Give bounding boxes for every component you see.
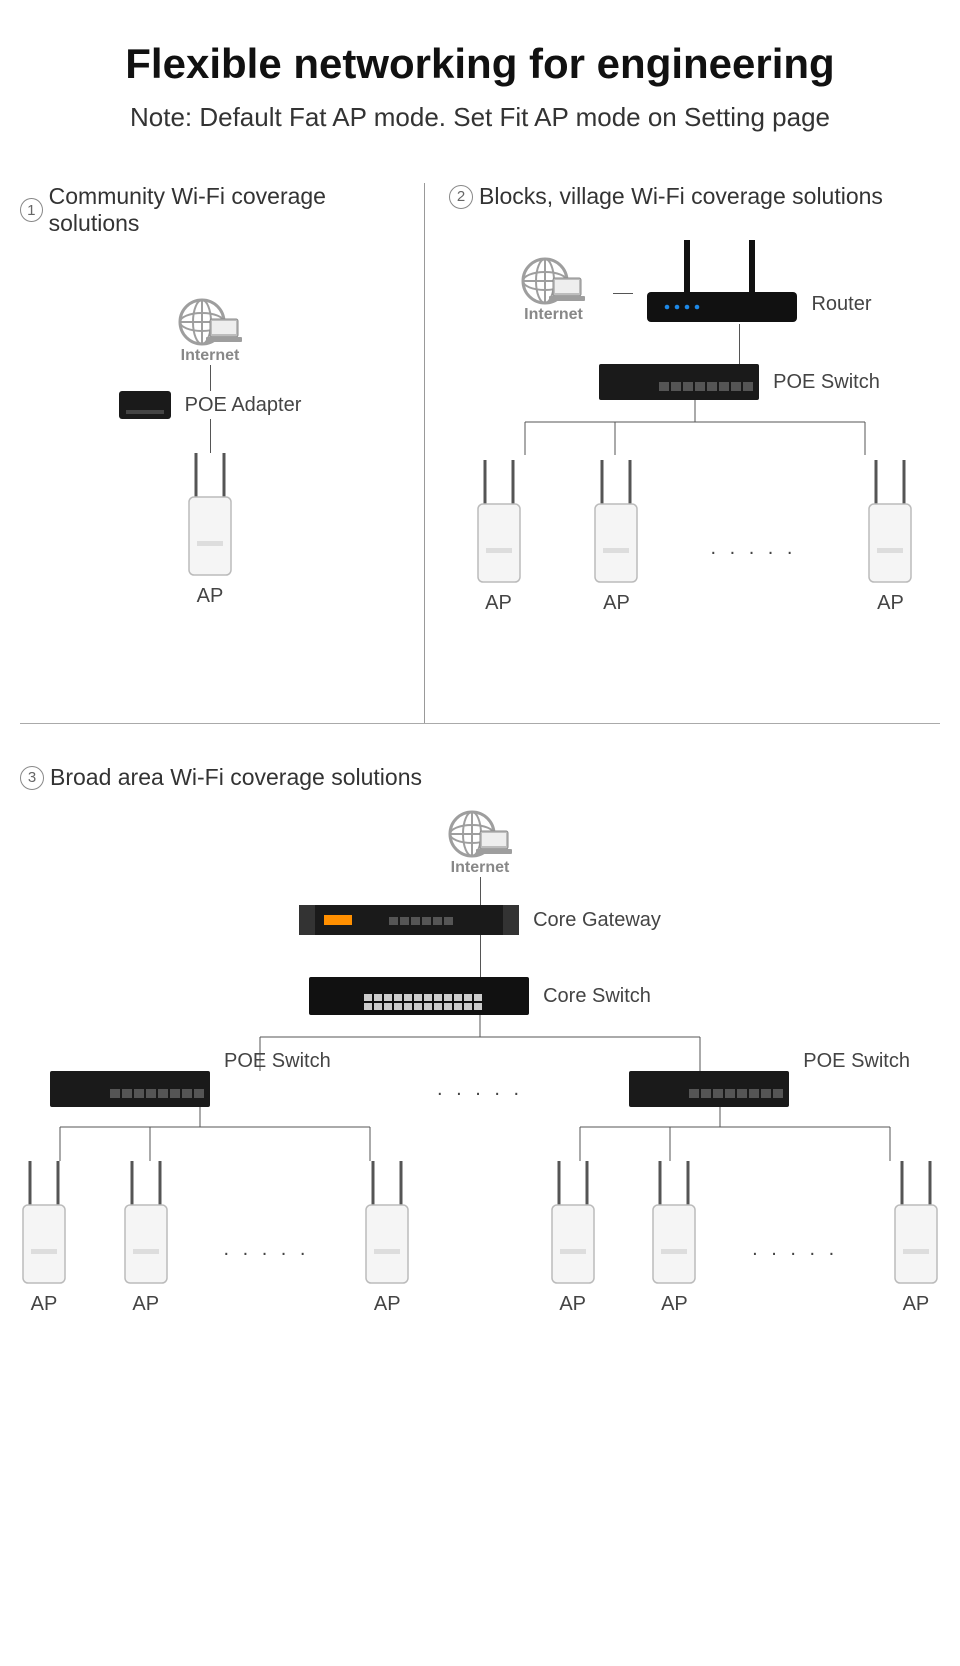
- internet-label: Internet: [181, 347, 240, 365]
- ap-icon: [592, 460, 640, 586]
- dots: . . . . .: [710, 537, 796, 560]
- poe-switch-icon: [50, 1071, 210, 1107]
- poe-switch-label: POE Switch: [803, 1050, 910, 1073]
- ap-icon: [866, 460, 914, 586]
- dots: . . . . .: [223, 1238, 309, 1261]
- diagram-3: Internet Core Gateway Core Switch: [20, 809, 940, 1316]
- internet-icon: [444, 809, 516, 861]
- vline: [210, 419, 211, 453]
- core-gateway-label: Core Gateway: [533, 909, 661, 932]
- separator: [424, 183, 425, 723]
- ap-col: AP: [475, 460, 523, 615]
- ap-col: AP: [363, 1161, 411, 1316]
- vline: [480, 935, 481, 977]
- core-switch-icon: [309, 977, 529, 1015]
- ap-label: AP: [374, 1293, 401, 1316]
- internet-label: Internet: [451, 859, 510, 877]
- ap-icon: [475, 460, 523, 586]
- ap-col: AP: [549, 1161, 597, 1316]
- fanout-3-right: [550, 1107, 930, 1161]
- ap-label: AP: [31, 1293, 58, 1316]
- router-icon: [647, 240, 797, 324]
- fanout-3: [485, 400, 905, 460]
- core-switch-label: Core Switch: [543, 985, 651, 1008]
- circ-num-3: 3: [20, 766, 44, 790]
- circ-num-2: 2: [449, 185, 473, 209]
- poe-switch-row: POE Switch: [599, 364, 880, 400]
- poe-switch-label: POE Switch: [224, 1050, 331, 1073]
- router-label: Router: [811, 293, 871, 316]
- poe-adapter-label: POE Adapter: [185, 394, 302, 417]
- poe-adapter-row: POE Adapter: [119, 391, 302, 419]
- section-3-title: 3 Broad area Wi-Fi coverage solutions: [20, 764, 940, 791]
- diagram-1: Internet POE Adapter AP: [20, 297, 400, 608]
- fanout-3-left: [30, 1107, 410, 1161]
- internet-label: Internet: [524, 306, 583, 324]
- section-1: 1 Community Wi-Fi coverage solutions Int…: [20, 183, 420, 693]
- ap-label: AP: [132, 1293, 159, 1316]
- ap-row-bottom: AP AP . . . . . AP AP AP . . . . . AP: [20, 1161, 940, 1316]
- dots: . . . . .: [437, 1078, 523, 1101]
- ap-label: AP: [661, 1293, 688, 1316]
- section-1-label: Community Wi-Fi coverage solutions: [49, 183, 400, 237]
- poe-switch-icon: [629, 1071, 789, 1107]
- section-2-label: Blocks, village Wi-Fi coverage solutions: [479, 183, 883, 210]
- ap-label: AP: [485, 592, 512, 615]
- ap-col: AP: [866, 460, 914, 615]
- ap-col: AP: [592, 460, 640, 615]
- double-fanout: [30, 1107, 930, 1161]
- router-row: Internet Router: [517, 240, 871, 324]
- page: Flexible networking for engineering Note…: [0, 0, 960, 1376]
- section-3-label: Broad area Wi-Fi coverage solutions: [50, 764, 422, 791]
- poe-switch-left: POE Switch: [50, 1071, 331, 1107]
- hline: [613, 293, 633, 294]
- ap-icon: [186, 453, 234, 579]
- ap-row: AP AP . . . . . AP: [475, 460, 915, 615]
- section-2-title: 2 Blocks, village Wi-Fi coverage solutio…: [449, 183, 940, 210]
- note-text: Note: Default Fat AP mode. Set Fit AP mo…: [20, 102, 940, 133]
- ap-col: AP: [20, 1161, 68, 1316]
- poe-adapter-icon: [119, 391, 171, 419]
- poe-switch-label: POE Switch: [773, 371, 880, 394]
- vline: [480, 877, 481, 905]
- ap-label: AP: [903, 1293, 930, 1316]
- diagram-2: Internet Router POE Switch: [449, 240, 940, 615]
- ap-col: AP: [650, 1161, 698, 1316]
- vline: [739, 324, 740, 364]
- page-title: Flexible networking for engineering: [20, 40, 940, 88]
- top-row: 1 Community Wi-Fi coverage solutions Int…: [20, 183, 940, 724]
- core-switch-row: Core Switch: [309, 977, 651, 1015]
- poe-switch-icon: [599, 364, 759, 400]
- core-gateway-row: Core Gateway: [299, 905, 661, 935]
- core-gateway-icon: [299, 905, 519, 935]
- ap-label: AP: [559, 1293, 586, 1316]
- internet-icon: [517, 256, 589, 308]
- ap-label: AP: [877, 592, 904, 615]
- internet-icon: [174, 297, 246, 349]
- section-1-title: 1 Community Wi-Fi coverage solutions: [20, 183, 400, 237]
- dots: . . . . .: [752, 1238, 838, 1261]
- fanout-2: [100, 1015, 860, 1071]
- ap-col: AP: [122, 1161, 170, 1316]
- section-2: 2 Blocks, village Wi-Fi coverage solutio…: [429, 183, 940, 693]
- ap-label: AP: [603, 592, 630, 615]
- ap-col: AP: [892, 1161, 940, 1316]
- ap-label: AP: [197, 585, 224, 608]
- circ-num-1: 1: [20, 198, 43, 222]
- vline: [210, 365, 211, 391]
- section-3: 3 Broad area Wi-Fi coverage solutions In…: [20, 764, 940, 1316]
- poe-switch-row: POE Switch . . . . . POE Switch: [50, 1071, 910, 1107]
- poe-switch-right: POE Switch: [629, 1071, 910, 1107]
